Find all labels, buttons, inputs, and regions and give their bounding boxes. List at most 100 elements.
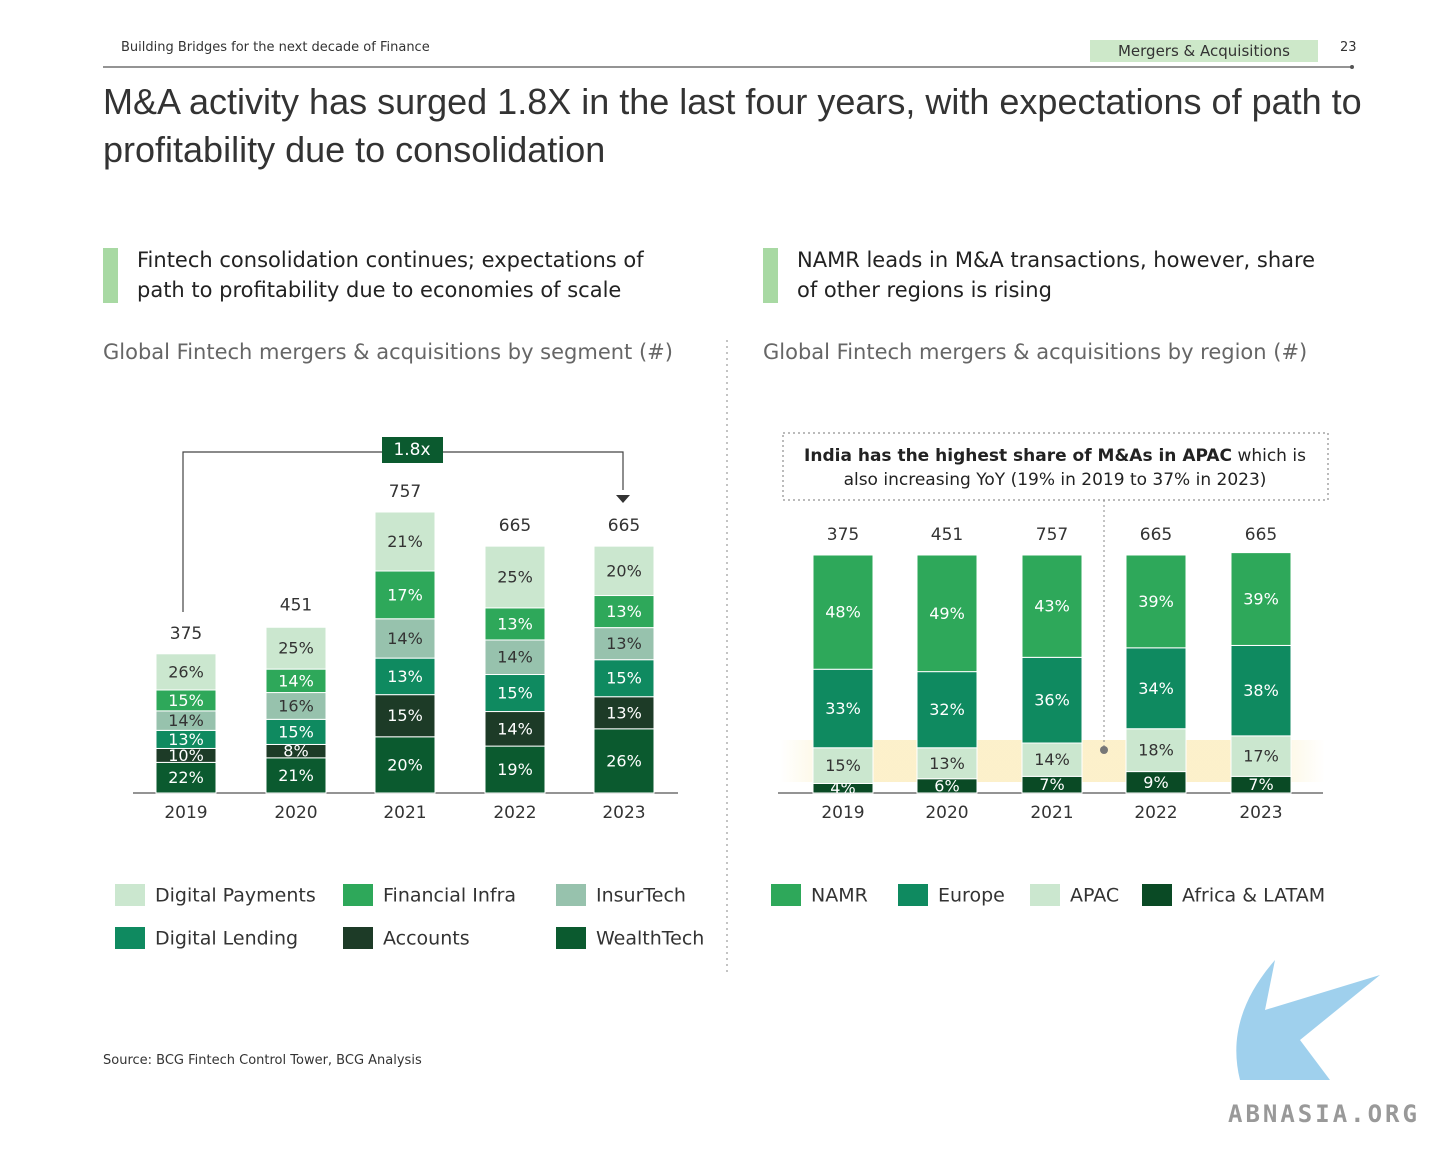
- legend-swatch: [115, 927, 145, 949]
- bar-segment: [265, 626, 327, 670]
- annotation-box: [382, 437, 443, 463]
- legend-label: Africa & LATAM: [1182, 885, 1325, 907]
- segment-label: 48%: [825, 603, 861, 622]
- bar-segment: [374, 618, 436, 659]
- total-label: 451: [931, 525, 963, 545]
- total-label: 665: [1245, 525, 1277, 545]
- segment-label: 10%: [168, 746, 204, 765]
- segment-label: 15%: [825, 756, 861, 775]
- segment-label: 14%: [1034, 750, 1070, 769]
- bar-segment: [812, 747, 874, 784]
- panel-heading: NAMR leads in M&A transactions, however,…: [797, 248, 1316, 302]
- bar-segment: [1021, 656, 1083, 744]
- segment-label: 13%: [606, 634, 642, 653]
- bar-segment: [484, 674, 546, 713]
- segment-label: 39%: [1243, 590, 1279, 609]
- bar-segment: [916, 671, 978, 749]
- bar-segment: [812, 554, 874, 670]
- segment-label: 20%: [606, 561, 642, 580]
- legend-label: Accounts: [383, 928, 470, 950]
- bar-segment: [484, 745, 546, 794]
- legend-swatch: [115, 884, 145, 906]
- bar-segment: [374, 511, 436, 572]
- segment-label: 13%: [168, 730, 204, 749]
- rule-dot: [1350, 65, 1354, 69]
- segment-label: 6%: [934, 776, 959, 795]
- segment-label: 39%: [1138, 592, 1174, 611]
- segment-label: 15%: [497, 684, 533, 703]
- total-label: 375: [827, 525, 859, 545]
- segment-label: 15%: [387, 706, 423, 725]
- segment-label: 38%: [1243, 681, 1279, 700]
- heading-bar: [763, 248, 778, 303]
- segment-label: 14%: [497, 719, 533, 738]
- segment-label: 22%: [168, 768, 204, 787]
- segment-label: 14%: [168, 711, 204, 730]
- bar-segment: [916, 554, 978, 673]
- callout: India has the highest share of M&As in A…: [790, 444, 1320, 492]
- section-label: Mergers & Acquisitions: [1117, 42, 1290, 60]
- bar-segment: [374, 736, 436, 794]
- segment-label: 19%: [497, 760, 533, 779]
- x-tick-label: 2022: [1134, 803, 1177, 823]
- bar-segment: [155, 653, 217, 691]
- total-label: 757: [1036, 525, 1068, 545]
- bar-segment: [1021, 554, 1083, 658]
- segment-label: 15%: [168, 691, 204, 710]
- total-label: 665: [499, 516, 531, 536]
- legend-label: Europe: [938, 885, 1005, 907]
- callout-dot: [1100, 746, 1108, 754]
- bar-segment: [1125, 728, 1187, 773]
- legend-swatch: [343, 884, 373, 906]
- bar-segment: [484, 639, 546, 676]
- segment-label: 21%: [278, 766, 314, 785]
- segment-label: 15%: [278, 722, 314, 741]
- chart-title: Global Fintech mergers & acquisitions by…: [763, 340, 1308, 364]
- legend-swatch: [1142, 884, 1172, 906]
- annotation: 1.8x: [393, 440, 430, 460]
- chart-title: Global Fintech mergers & acquisitions by…: [103, 340, 673, 364]
- segment-label: 25%: [278, 639, 314, 658]
- x-tick-label: 2023: [602, 803, 645, 823]
- bar-segment: [1125, 554, 1187, 649]
- bar-segment: [1021, 742, 1083, 777]
- x-tick-label: 2023: [1239, 803, 1282, 823]
- x-tick-label: 2019: [164, 803, 207, 823]
- segment-label: 13%: [606, 602, 642, 621]
- callout-text: which is also increasing YoY (19% in 201…: [843, 446, 1306, 490]
- bar-segment: [265, 718, 327, 745]
- x-tick-label: 2019: [821, 803, 864, 823]
- bar-segment: [593, 696, 655, 730]
- bar-segment: [812, 668, 874, 749]
- x-tick-label: 2021: [383, 803, 426, 823]
- segment-label: 7%: [1248, 775, 1273, 794]
- segment-label: 16%: [278, 696, 314, 715]
- legend-swatch: [343, 927, 373, 949]
- bar-segment: [1230, 552, 1292, 646]
- heading-bar: [103, 248, 118, 303]
- total-label: 665: [608, 516, 640, 536]
- bar-segment: [484, 607, 546, 641]
- arrow-head: [616, 495, 630, 503]
- legend-swatch: [898, 884, 928, 906]
- segment-label: 43%: [1034, 597, 1070, 616]
- segment-label: 34%: [1138, 679, 1174, 698]
- segment-label: 14%: [278, 671, 314, 690]
- x-tick-label: 2022: [493, 803, 536, 823]
- legend-label: APAC: [1070, 885, 1119, 907]
- total-label: 757: [389, 482, 421, 502]
- bar-segment: [1125, 647, 1187, 730]
- segment-label: 7%: [1039, 775, 1064, 794]
- section-tag: [1090, 40, 1318, 62]
- segment-label: 26%: [168, 662, 204, 681]
- segment-label: 33%: [825, 699, 861, 718]
- segment-label: 49%: [929, 604, 965, 623]
- bar-segment: [593, 627, 655, 661]
- callout-box: [782, 432, 1329, 501]
- total-label: 375: [170, 624, 202, 644]
- segment-label: 9%: [1143, 773, 1168, 792]
- legend-label: Financial Infra: [383, 885, 516, 907]
- header-title: Building Bridges for the next decade of …: [121, 40, 430, 55]
